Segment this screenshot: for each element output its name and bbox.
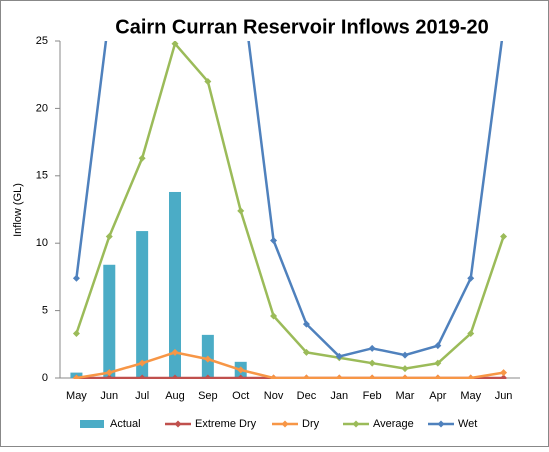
- legend-swatch: [352, 420, 360, 428]
- marker: [105, 369, 113, 377]
- marker: [500, 374, 508, 379]
- marker: [434, 359, 442, 367]
- marker: [105, 232, 113, 240]
- marker: [138, 374, 146, 379]
- marker: [171, 374, 179, 379]
- plot-area: [70, 41, 508, 379]
- bar: [169, 191, 181, 378]
- marker: [302, 320, 310, 328]
- marker: [204, 374, 212, 379]
- x-tick-label: Jun: [495, 390, 513, 402]
- marker: [72, 374, 80, 379]
- marker: [500, 369, 508, 377]
- marker: [105, 374, 113, 379]
- line: [75, 41, 504, 358]
- line: [75, 41, 505, 370]
- legend-swatch: [281, 420, 289, 428]
- marker: [368, 344, 376, 352]
- legend-label: Dry: [302, 418, 320, 430]
- legend-swatch: [437, 420, 445, 428]
- marker: [237, 374, 245, 379]
- marker: [434, 374, 442, 379]
- legend-label: Wet: [458, 418, 477, 430]
- x-tick-label: Feb: [363, 390, 382, 402]
- x-tick-label: Jan: [330, 390, 348, 402]
- legend-label: Actual: [110, 418, 141, 430]
- y-tick-label: 10: [36, 237, 48, 249]
- x-tick-label: Oct: [232, 390, 249, 402]
- x-tick-label: May: [66, 390, 87, 402]
- marker: [335, 352, 343, 360]
- bar: [136, 231, 149, 378]
- marker: [138, 359, 146, 367]
- legend-swatch: [174, 420, 182, 428]
- marker: [204, 77, 212, 85]
- marker: [434, 342, 442, 350]
- marker: [467, 374, 475, 379]
- legend-swatch: [80, 420, 104, 428]
- marker: [72, 274, 80, 282]
- x-tick-label: Mar: [396, 390, 415, 402]
- marker: [401, 351, 409, 359]
- legend-label: Average: [373, 418, 414, 430]
- y-tick-label: 15: [36, 170, 48, 182]
- x-tick-label: Nov: [264, 390, 284, 402]
- bar: [103, 264, 116, 378]
- y-tick-label: 5: [42, 305, 48, 317]
- chart-title: Cairn Curran Reservoir Inflows 2019-20: [115, 16, 488, 38]
- marker: [467, 274, 475, 282]
- marker: [467, 330, 475, 338]
- x-tick-label: Jul: [135, 390, 149, 402]
- marker: [237, 366, 245, 374]
- marker: [302, 374, 310, 379]
- legend-label: Extreme Dry: [195, 418, 257, 430]
- line: [76, 351, 504, 379]
- x-tick-label: Sep: [198, 390, 218, 402]
- marker: [270, 374, 278, 379]
- marker: [302, 348, 310, 356]
- marker: [500, 232, 508, 240]
- x-tick-label: Dec: [297, 390, 317, 402]
- y-axis-label: Inflow (GL): [12, 183, 24, 237]
- x-tick-label: Aug: [165, 390, 185, 402]
- marker: [368, 359, 376, 367]
- marker: [401, 374, 409, 379]
- x-tick-label: Apr: [429, 390, 446, 402]
- marker: [270, 237, 278, 245]
- x-tick-label: Jun: [100, 390, 118, 402]
- y-tick-label: 25: [36, 35, 48, 47]
- y-tick-label: 20: [36, 102, 48, 114]
- marker: [138, 154, 146, 162]
- marker: [171, 41, 179, 48]
- y-tick-label: 0: [42, 372, 48, 384]
- marker: [401, 365, 409, 373]
- marker: [171, 348, 179, 356]
- marker: [204, 355, 212, 363]
- marker: [237, 207, 245, 215]
- marker: [335, 374, 343, 379]
- x-tick-label: May: [460, 390, 481, 402]
- marker: [270, 312, 278, 320]
- marker: [72, 330, 80, 338]
- marker: [368, 374, 376, 379]
